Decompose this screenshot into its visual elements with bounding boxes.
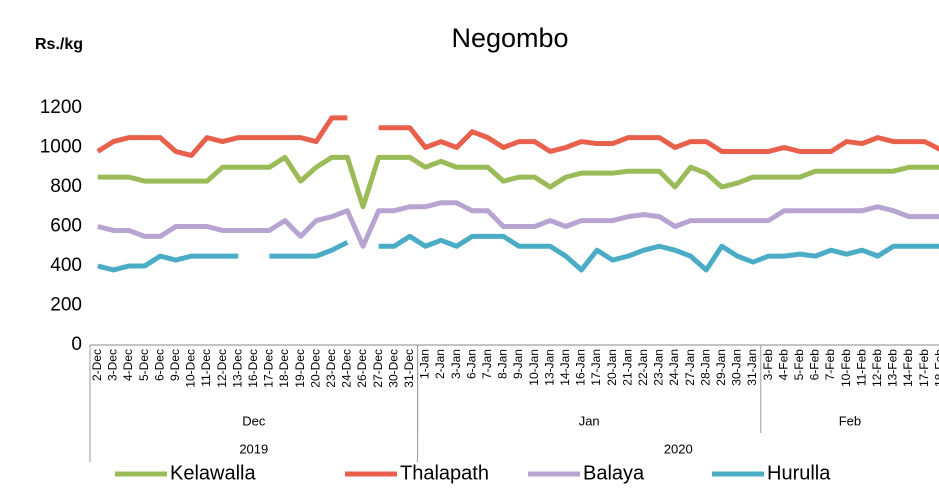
legend-label: Hurulla — [767, 462, 831, 484]
legend-label: Kelawalla — [170, 462, 256, 484]
x-tick-label: 13-Feb — [886, 349, 900, 387]
x-tick-label: 7-Jan — [480, 349, 494, 379]
x-tick-label: 14-Feb — [901, 349, 915, 387]
x-tick-label: 28-Jan — [698, 349, 712, 386]
year-label: 2020 — [664, 441, 693, 456]
x-tick-label: 17-Feb — [917, 349, 931, 387]
x-tick-label: 20-Dec — [308, 349, 322, 388]
x-tick-label: 5-Feb — [792, 349, 806, 381]
y-tick-label: 1000 — [40, 137, 82, 158]
x-tick-label: 6-Dec — [152, 349, 166, 381]
y-tick-label: 600 — [50, 216, 82, 237]
month-label: Jan — [579, 413, 600, 428]
x-tick-label: 14-Jan — [558, 349, 572, 386]
x-tick-label: 10-Feb — [839, 349, 853, 387]
x-tick-label: 10-Jan — [527, 349, 541, 386]
y-tick-label: 400 — [50, 255, 82, 276]
chart-title: Negombo — [451, 23, 568, 53]
month-label: Dec — [242, 413, 266, 428]
x-tick-label: 9-Jan — [511, 349, 525, 379]
y-axis-label: Rs./kg — [35, 36, 83, 53]
x-tick-label: 12-Dec — [215, 349, 229, 388]
x-tick-label: 8-Jan — [496, 349, 510, 379]
x-tick-label: 3-Feb — [761, 349, 775, 381]
x-tick-label: 13-Jan — [542, 349, 556, 386]
x-tick-label: 12-Feb — [870, 349, 884, 387]
x-tick-label: 22-Jan — [636, 349, 650, 386]
x-tick-label: 4-Feb — [776, 349, 790, 381]
legend-label: Balaya — [583, 462, 645, 484]
x-tick-label: 23-Dec — [324, 349, 338, 388]
y-tick-label: 1200 — [40, 97, 82, 118]
x-tick-label: 24-Dec — [340, 349, 354, 388]
x-tick-label: 17-Jan — [589, 349, 603, 386]
month-label: Feb — [839, 413, 861, 428]
x-tick-label: 26-Dec — [355, 349, 369, 388]
x-tick-label: 3-Dec — [106, 349, 120, 381]
x-tick-label: 16-Dec — [246, 349, 260, 388]
x-tick-label: 3-Jan — [449, 349, 463, 379]
x-tick-label: 5-Dec — [137, 349, 151, 381]
x-tick-label: 18-Feb — [932, 349, 939, 387]
x-tick-label: 2-Dec — [90, 349, 104, 381]
series-line — [97, 200, 939, 249]
x-tick-label: 11-Dec — [199, 349, 213, 387]
x-tick-label: 6-Jan — [464, 349, 478, 379]
x-tick-label: 24-Jan — [667, 349, 681, 386]
x-tick-label: 9-Dec — [168, 349, 182, 381]
x-tick-label: 19-Dec — [293, 349, 307, 388]
x-tick-label: 13-Dec — [230, 349, 244, 388]
x-tick-label: 21-Jan — [620, 349, 634, 386]
x-tick-label: 30-Dec — [386, 349, 400, 388]
y-tick-label: 800 — [50, 176, 82, 197]
legend-label: Thalapath — [400, 462, 489, 484]
x-tick-label: 1-Jan — [418, 349, 432, 379]
x-tick-label: 31-Dec — [402, 349, 416, 388]
y-tick-label: 200 — [50, 295, 82, 316]
x-tick-label: 6-Feb — [808, 349, 822, 381]
x-tick-label: 10-Dec — [184, 349, 198, 388]
x-tick-label: 18-Dec — [277, 349, 291, 388]
x-tick-label: 17-Dec — [262, 349, 276, 388]
series-line — [97, 233, 939, 273]
x-tick-label: 23-Jan — [652, 349, 666, 386]
x-tick-label: 11-Feb — [854, 349, 868, 386]
x-tick-label: 16-Jan — [574, 349, 588, 386]
series-line — [96, 115, 939, 158]
x-tick-label: 4-Dec — [121, 349, 135, 381]
series-line — [97, 154, 939, 210]
x-tick-label: 31-Jan — [745, 349, 759, 386]
y-tick-label: 0 — [71, 334, 82, 355]
x-tick-label: 27-Jan — [683, 349, 697, 386]
x-tick-label: 27-Dec — [371, 349, 385, 388]
x-tick-label: 2-Jan — [433, 349, 447, 379]
x-tick-label: 20-Jan — [605, 349, 619, 386]
x-tick-label: 30-Jan — [730, 349, 744, 386]
x-tick-label: 7-Feb — [823, 349, 837, 381]
year-label: 2019 — [239, 441, 268, 456]
x-tick-label: 29-Jan — [714, 349, 728, 386]
